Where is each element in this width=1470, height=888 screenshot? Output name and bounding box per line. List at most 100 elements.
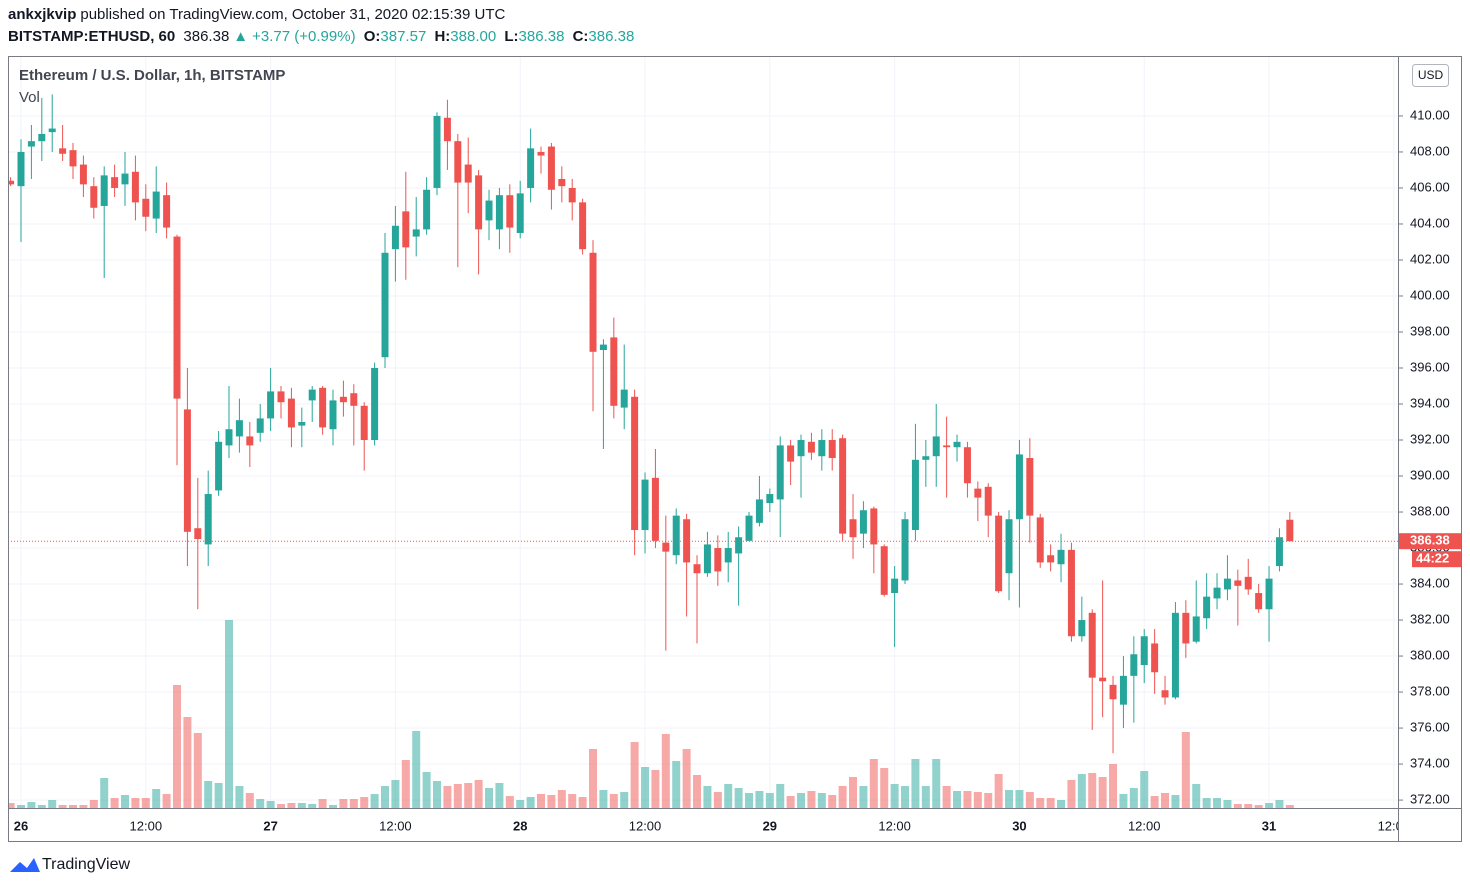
l-label: L: xyxy=(504,28,519,45)
candle-body xyxy=(693,564,701,574)
candle-body xyxy=(641,479,649,531)
volume-bar xyxy=(828,795,837,808)
volume-bar xyxy=(412,731,421,808)
y-tick-label: 384.00 xyxy=(1410,575,1450,590)
volume-bar xyxy=(537,794,546,808)
volume-bar xyxy=(1265,803,1274,808)
volume-bar xyxy=(1057,800,1066,808)
candle-body xyxy=(235,420,243,437)
volume-bar xyxy=(121,795,130,808)
candle-body xyxy=(870,508,878,545)
volume-bar xyxy=(297,803,306,808)
volume-bar xyxy=(1046,798,1055,808)
volume-bar xyxy=(433,781,442,808)
candle-body xyxy=(1067,549,1075,637)
last-price-tag-label: 386.38 xyxy=(1410,533,1450,548)
footer-logo: TradingView xyxy=(10,856,130,873)
volume-bar xyxy=(1067,780,1076,808)
candle-body xyxy=(17,151,25,187)
y-tick-label: 376.00 xyxy=(1410,720,1450,735)
last-price-tag xyxy=(1399,533,1461,550)
y-tick-label: 402.00 xyxy=(1410,251,1450,266)
volume-bar xyxy=(921,786,930,808)
candle-body xyxy=(131,171,139,203)
volume-bar xyxy=(277,804,286,808)
volume-bar xyxy=(100,778,109,808)
author: ankxjkvip xyxy=(8,6,77,23)
candle-body xyxy=(215,441,223,491)
candle-body xyxy=(443,117,451,142)
volume-bar xyxy=(682,749,691,808)
currency-button[interactable] xyxy=(1412,64,1449,87)
candle-body xyxy=(163,195,171,228)
y-tick-label: 404.00 xyxy=(1410,215,1450,230)
candle-body xyxy=(745,515,753,541)
candle-body xyxy=(475,175,483,230)
candle-body xyxy=(152,191,160,219)
volume-bar xyxy=(1129,788,1138,808)
quote-line: BITSTAMP:ETHUSD, 60 386.38 ▲ +3.77 (+0.99%… xyxy=(8,28,638,45)
currency[interactable]: USD xyxy=(1418,68,1444,82)
volume-bar xyxy=(797,793,806,808)
volume-bar xyxy=(620,792,629,808)
candle-body xyxy=(1265,578,1273,610)
candle-body xyxy=(329,400,337,430)
candle-body xyxy=(911,459,919,531)
volume-bar xyxy=(162,794,171,808)
close: 386.38 xyxy=(588,28,635,45)
candle-body xyxy=(787,445,795,462)
candle-body xyxy=(319,387,327,428)
candle-body xyxy=(901,519,909,581)
x-tick-label: 12:00 xyxy=(1378,818,1411,833)
volume-label: Vol xyxy=(19,89,40,106)
volume-bar xyxy=(308,804,317,808)
candle-body xyxy=(776,445,784,500)
x-tick-label: 27 xyxy=(263,818,277,833)
candle-body xyxy=(1213,587,1221,599)
y-tick-label: 410.00 xyxy=(1410,107,1450,122)
volume-bar xyxy=(1109,764,1118,808)
candle-body xyxy=(672,515,680,556)
volume-bar xyxy=(869,759,878,808)
volume-bar xyxy=(141,798,150,808)
volume-bar xyxy=(370,794,379,808)
volume-bar xyxy=(256,799,265,808)
y-tick-label: 400.00 xyxy=(1410,287,1450,302)
published: published on TradingView.com, October 31… xyxy=(80,6,506,23)
candle-body xyxy=(859,510,867,534)
volume-bar xyxy=(443,786,452,808)
volume-bar xyxy=(225,620,234,808)
candle-body xyxy=(724,548,732,563)
volume-bar xyxy=(994,774,1003,808)
volume-bar xyxy=(1140,771,1149,808)
volume-bar xyxy=(17,805,26,808)
volume-bar xyxy=(401,760,410,808)
candle-body xyxy=(766,494,774,504)
candle-body xyxy=(402,211,410,248)
candle-body xyxy=(1275,537,1283,567)
candle-body xyxy=(256,418,264,433)
volume-bar xyxy=(745,793,754,808)
volume-bar xyxy=(609,794,618,808)
volume-bar xyxy=(349,799,358,808)
volume-bar xyxy=(589,749,598,808)
volume-bar xyxy=(391,780,400,808)
volume-bar xyxy=(173,685,182,808)
volume-bar xyxy=(474,780,483,808)
candle-body xyxy=(714,548,722,572)
x-tick-label: 12:00 xyxy=(629,818,662,833)
x-tick-label: 28 xyxy=(513,818,527,833)
candle-body xyxy=(381,252,389,358)
volume-bar xyxy=(1171,795,1180,808)
candle-body xyxy=(953,441,961,448)
volume-bar xyxy=(69,805,78,808)
volume-bar xyxy=(1015,790,1024,808)
candle-body xyxy=(1255,593,1263,610)
candle-body xyxy=(1286,519,1294,542)
candle-body xyxy=(828,440,836,459)
candle-body xyxy=(1140,636,1148,666)
volume-bar xyxy=(495,783,504,808)
x-tick-label: 12:00 xyxy=(1128,818,1161,833)
volume-bar xyxy=(672,761,681,808)
volume-bar xyxy=(27,802,36,808)
